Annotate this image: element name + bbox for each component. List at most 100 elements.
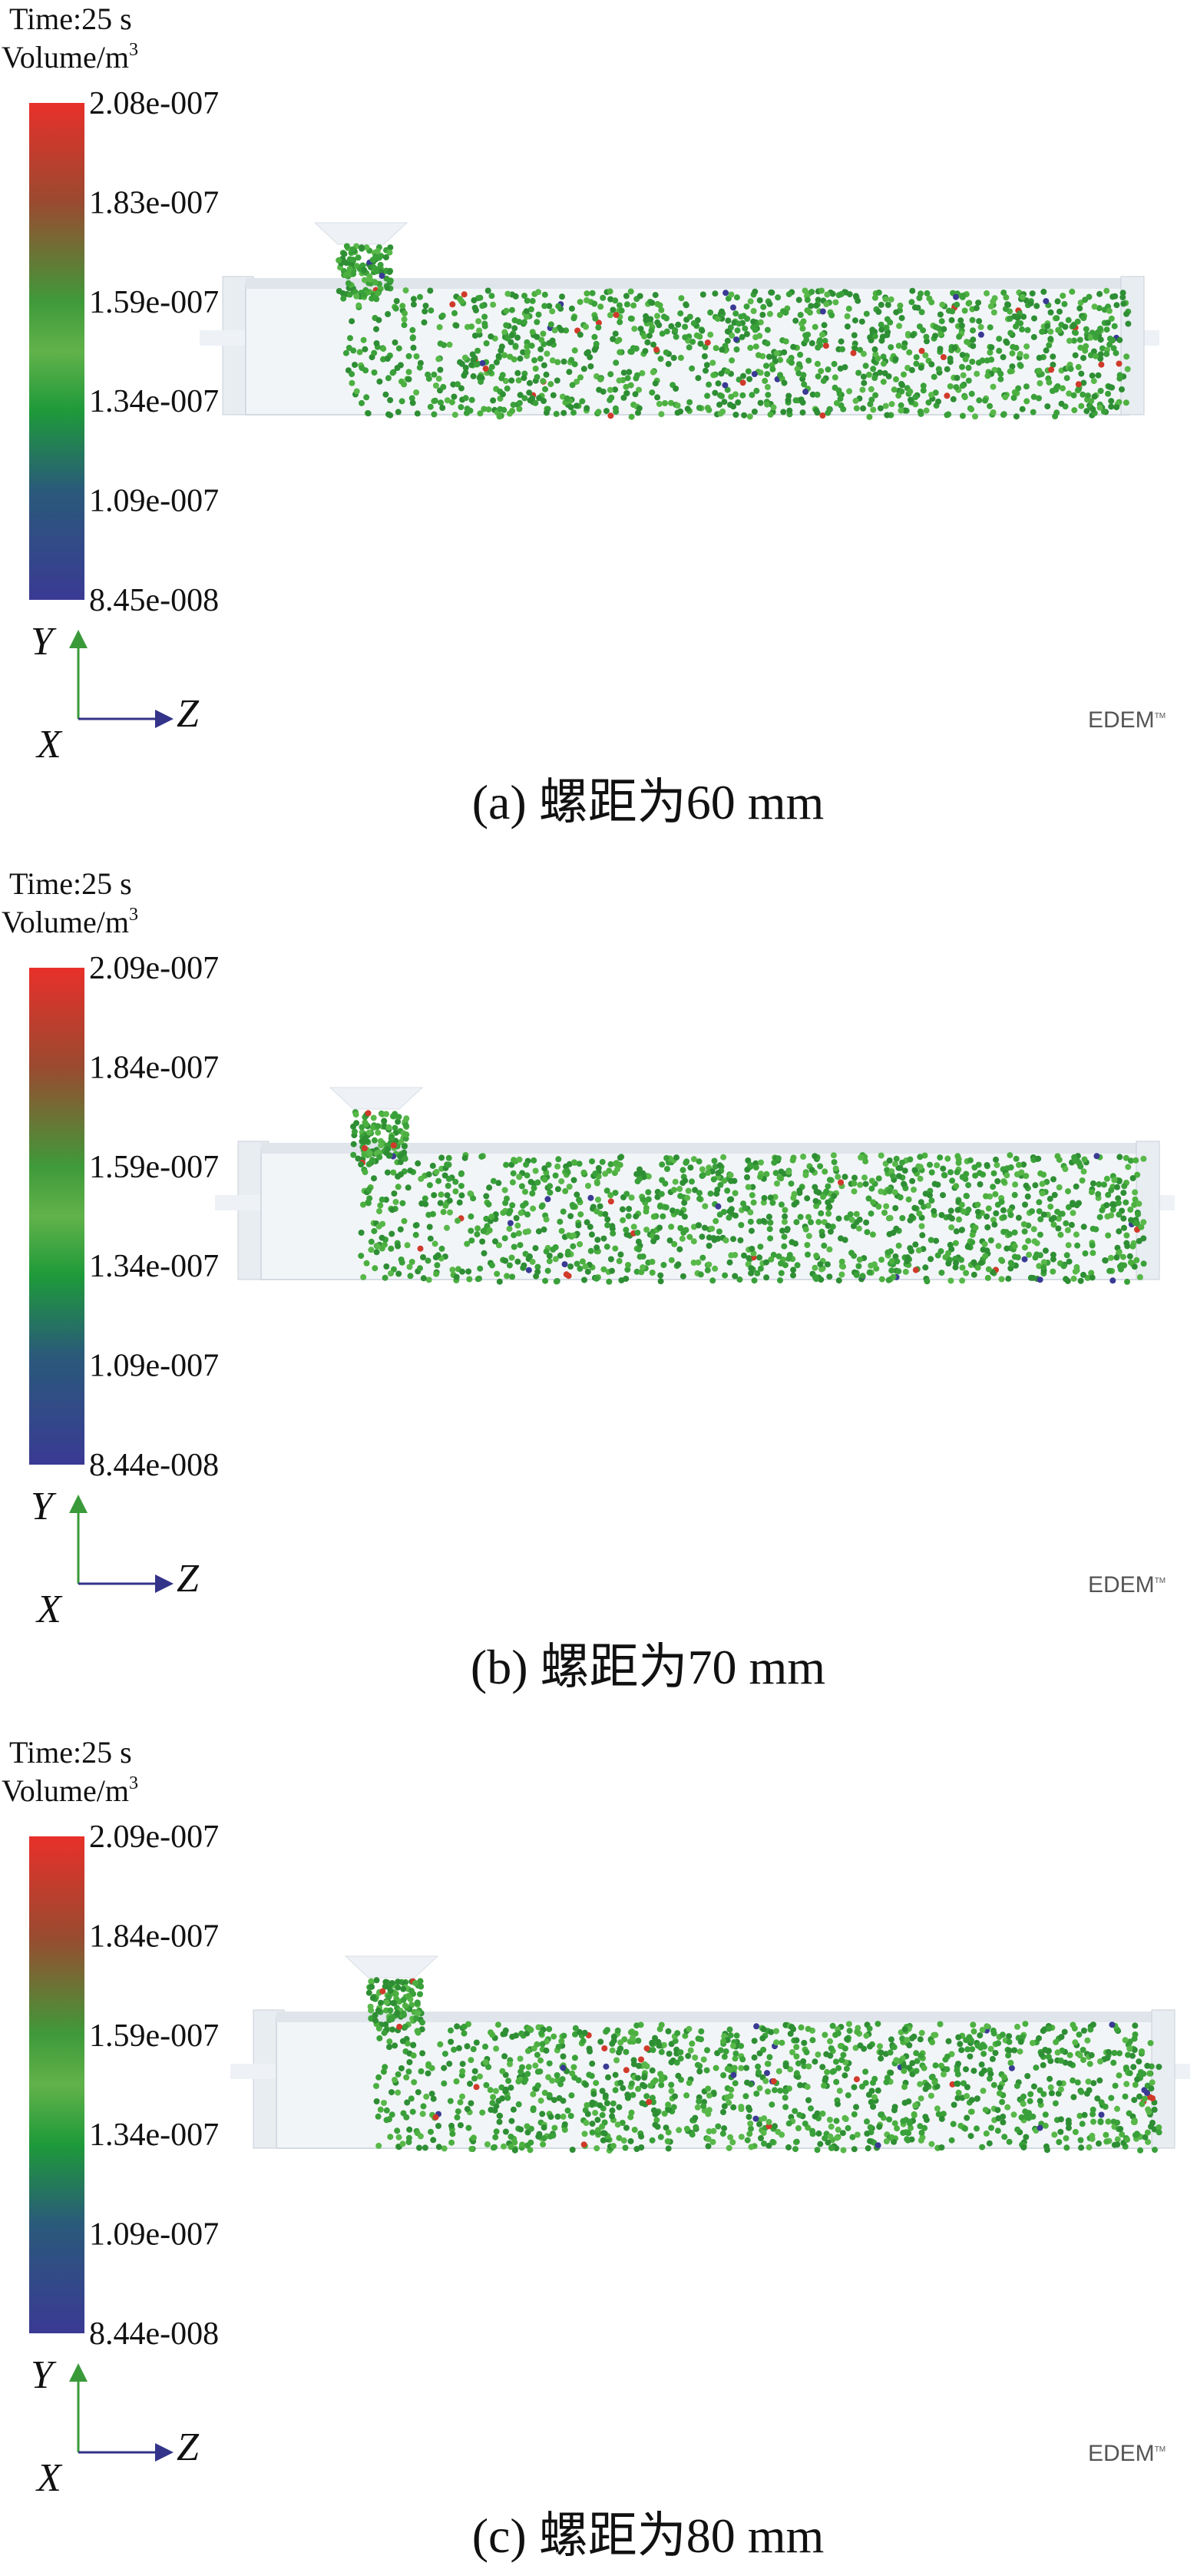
particle (717, 410, 724, 417)
particle (375, 316, 382, 323)
particle (1090, 378, 1097, 385)
particle (417, 1245, 424, 1252)
particle (790, 1266, 797, 1273)
particle (1097, 388, 1104, 394)
particle (743, 2064, 750, 2071)
particle (612, 386, 619, 393)
particle (441, 2064, 448, 2071)
particle (362, 1121, 369, 1127)
particle (697, 1271, 704, 1278)
particle (359, 244, 365, 251)
particle (446, 2061, 453, 2068)
particle (532, 1167, 539, 1174)
particle (754, 1270, 761, 1276)
particle (1098, 361, 1105, 368)
particle (409, 334, 416, 341)
particle (466, 1276, 473, 1283)
particle (658, 2081, 665, 2088)
particle (506, 1225, 513, 1232)
particle (890, 1273, 897, 1280)
particle (1090, 1250, 1096, 1257)
particle (1040, 2061, 1047, 2068)
particle (990, 2081, 997, 2088)
particle (1011, 1243, 1018, 1250)
particle (508, 2144, 514, 2151)
particle (467, 2081, 473, 2088)
particle (865, 1195, 872, 1202)
particle (560, 1208, 567, 1215)
particle (527, 2027, 534, 2033)
particle (1023, 2134, 1030, 2141)
particle (675, 1261, 682, 1268)
volume-exponent: 3 (129, 40, 138, 60)
particle (752, 1164, 759, 1170)
particle (508, 2134, 514, 2140)
particle (1080, 391, 1086, 398)
particle (1054, 298, 1061, 305)
particle (678, 295, 685, 302)
particle (385, 1984, 392, 1991)
particle (838, 2057, 845, 2064)
particle (1104, 2055, 1111, 2061)
particle (402, 1122, 409, 1129)
particle (1023, 1173, 1030, 1180)
particle (773, 2028, 779, 2035)
particle (919, 1232, 926, 1239)
particle (726, 2026, 733, 2033)
particle (623, 2048, 630, 2055)
particle (564, 1167, 570, 1174)
particle (1024, 2073, 1031, 2080)
particle (864, 1229, 871, 1236)
particle (542, 386, 548, 392)
particle (558, 326, 565, 333)
particle (1070, 2094, 1077, 2101)
particle (878, 326, 885, 333)
particle (815, 2051, 822, 2058)
colorbar (29, 968, 84, 1465)
particle (590, 2091, 597, 2098)
particle (836, 390, 843, 397)
particle (732, 1273, 739, 1280)
particle (899, 1215, 906, 1221)
particle (468, 1237, 475, 1244)
particle (773, 2039, 780, 2046)
particle (857, 1181, 864, 1188)
particle (587, 1194, 594, 1201)
particle (797, 2081, 804, 2088)
particle (549, 357, 556, 364)
particle (682, 323, 689, 330)
particle (888, 401, 895, 408)
particle (369, 1983, 375, 1990)
particle (843, 1214, 850, 1221)
particle (509, 1273, 516, 1280)
particle (957, 2041, 964, 2048)
particle (901, 2068, 908, 2074)
particle (352, 1111, 359, 1118)
particle (732, 412, 739, 418)
particle (483, 2081, 490, 2088)
particle (1097, 2058, 1103, 2064)
particle (888, 2036, 894, 2043)
particle (666, 2051, 673, 2057)
particle (922, 1264, 929, 1271)
particle (878, 301, 885, 308)
particle (464, 2106, 471, 2112)
particle (694, 2104, 701, 2111)
particle (988, 2124, 994, 2131)
particle (454, 2023, 461, 2030)
particle (376, 2035, 383, 2041)
particle (681, 1200, 688, 1206)
particle (440, 383, 447, 390)
particle (1108, 1187, 1115, 1194)
particle (706, 1261, 713, 1268)
particle (812, 2113, 818, 2120)
particle (1093, 1226, 1099, 1233)
particle (1013, 413, 1020, 420)
particle (965, 364, 972, 371)
particle (514, 369, 521, 376)
axis-x-label: X (35, 1588, 63, 1631)
particle (394, 2011, 401, 2017)
particle (1111, 1177, 1118, 1184)
particle (1132, 1196, 1139, 1203)
particle (851, 1180, 858, 1187)
